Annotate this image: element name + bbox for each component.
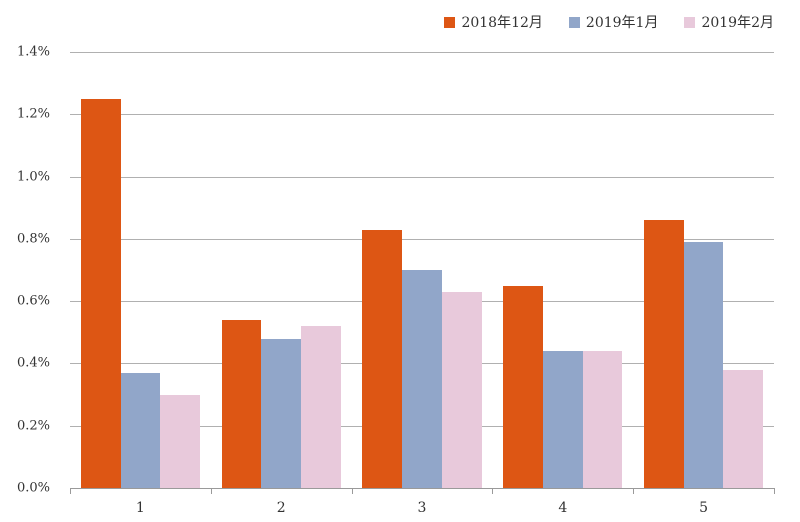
bar [261,338,302,488]
bar [301,326,341,488]
bar [441,291,482,488]
x-tick-mark [352,488,353,494]
legend: 2018年12月 2019年1月 2019年2月 [444,12,774,32]
gridline [70,239,774,240]
bar [542,350,583,488]
y-tick-label: 1.4% [16,44,50,60]
bar [503,285,543,488]
y-tick-label: 0.2% [16,418,50,434]
gridline [70,114,774,115]
y-tick-label: 0.6% [16,293,50,309]
legend-item: 2019年1月 [568,12,659,32]
y-tick-label: 1.0% [16,169,50,185]
legend-swatch-icon [444,16,456,28]
x-tick-mark [70,488,71,494]
x-tick-label: 1 [135,500,145,516]
legend-item: 2018年12月 [444,12,543,32]
bar [221,319,262,488]
bar [160,394,200,488]
legend-swatch-icon [684,16,696,28]
legend-label: 2019年2月 [701,15,774,31]
bar [402,270,442,488]
bar [80,98,121,488]
legend-swatch-icon [568,16,580,28]
legend-label: 2018年12月 [461,15,543,31]
x-tick-mark [211,488,212,494]
x-tick-mark [633,488,634,494]
x-tick-label: 4 [558,500,568,516]
legend-label: 2019年1月 [585,15,659,31]
bar [120,372,161,488]
bar [362,229,403,488]
y-tick-label: 0.8% [16,231,50,247]
legend-item: 2019年2月 [684,12,774,32]
x-tick-label: 5 [699,500,709,516]
gridline [70,177,774,178]
x-tick-label: 3 [417,500,427,516]
gridline [70,52,774,53]
bar [683,241,724,488]
bar [723,369,764,488]
x-tick-mark [492,488,493,494]
x-axis-line [70,488,774,489]
bar [582,350,623,488]
y-tick-label: 1.2% [16,106,50,122]
y-tick-label: 0.4% [16,355,50,371]
x-tick-label: 2 [276,500,286,516]
y-tick-label: 0.0% [16,480,50,496]
x-tick-mark [774,488,775,494]
bar [644,220,684,488]
